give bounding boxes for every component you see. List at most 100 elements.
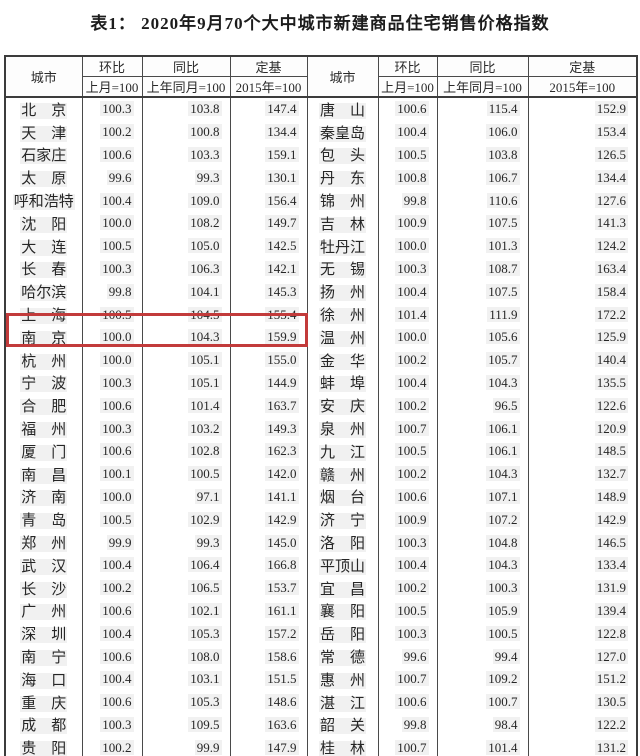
- left-yoy-cell: 103.8: [141, 97, 231, 121]
- fixed-value: 166.8: [265, 557, 299, 573]
- left-mom-cell: 99.8: [81, 280, 143, 304]
- fixed-value: 163.6: [265, 716, 299, 732]
- yoy-value: 103.1: [188, 671, 222, 687]
- table-row: 南 昌 100.1 100.5 142.0 赣 州 100.2 104.3 132.7: [4, 462, 638, 486]
- left-mom-cell: 100.0: [81, 211, 143, 235]
- right-mom-cell: 100.7: [377, 736, 438, 756]
- fixed-value: 135.5: [594, 374, 628, 390]
- left-fixed-cell: 161.1: [229, 599, 308, 623]
- yoy-value: 102.1: [188, 602, 222, 618]
- col-header-yoy-right: 同比: [436, 55, 529, 77]
- right-mom-cell: 99.8: [377, 713, 438, 737]
- left-yoy-cell: 108.0: [141, 645, 231, 668]
- mom-value: 100.5: [100, 238, 134, 254]
- fixed-value: 130.1: [265, 169, 299, 185]
- right-mom-cell: 100.8: [377, 166, 438, 190]
- right-mom-cell: 100.2: [377, 348, 438, 372]
- yoy-value: 104.3: [188, 329, 222, 345]
- mom-value: 100.2: [395, 580, 429, 596]
- city-name: 合 肥: [20, 399, 68, 416]
- right-fixed-cell: 131.2: [527, 736, 638, 756]
- left-fixed-cell: 156.4: [229, 189, 308, 212]
- mom-value: 100.5: [100, 306, 134, 322]
- left-yoy-cell: 100.5: [141, 462, 231, 486]
- mom-value: 100.4: [395, 374, 429, 390]
- table-row: 深 圳 100.4 105.3 157.2 岳 阳 100.3 100.5 122.8: [4, 622, 638, 646]
- mom-value: 100.3: [100, 374, 134, 390]
- yoy-value: 111.9: [487, 306, 520, 322]
- right-fixed-cell: 141.3: [527, 211, 638, 235]
- right-city-cell: 洛 阳: [306, 531, 379, 554]
- table-row: 济 南 100.0 97.1 141.1 烟 台 100.6 107.1 148.9: [4, 485, 638, 509]
- fixed-value: 120.9: [594, 420, 628, 436]
- fixed-value: 142.9: [594, 511, 628, 527]
- mom-value: 100.7: [395, 739, 429, 755]
- fixed-value: 145.0: [265, 534, 299, 550]
- right-fixed-cell: 134.4: [527, 166, 638, 190]
- yoy-value: 100.3: [486, 580, 520, 596]
- yoy-value: 105.7: [486, 352, 520, 368]
- right-mom-cell: 100.0: [377, 325, 438, 349]
- left-yoy-cell: 104.3: [141, 325, 231, 349]
- right-city-cell: 湛 江: [306, 690, 379, 714]
- mom-value: 100.0: [100, 352, 134, 368]
- mom-value: 100.2: [100, 580, 134, 596]
- col-subheader-yoy-left: 上年同月=100: [141, 76, 231, 98]
- right-city-cell: 九 江: [306, 439, 379, 463]
- fixed-value: 152.9: [594, 101, 628, 117]
- mom-value: 100.3: [395, 534, 429, 550]
- right-mom-cell: 100.2: [377, 576, 438, 600]
- table-row: 武 汉 100.4 106.4 166.8 平顶山 100.4 104.3 133.4: [4, 553, 638, 577]
- mom-value: 99.9: [106, 534, 134, 550]
- left-mom-cell: 100.6: [81, 394, 143, 418]
- left-yoy-cell: 102.9: [141, 508, 231, 532]
- city-name: 温 州: [318, 330, 366, 347]
- fixed-value: 149.3: [265, 420, 299, 436]
- table-header: 城市 环比 同比 定基 城市 环比 同比 定基 上月=100 上年同月=100 …: [4, 55, 638, 98]
- right-city-cell: 牡丹江: [306, 234, 379, 258]
- mom-value: 100.2: [395, 466, 429, 482]
- right-yoy-cell: 108.7: [436, 257, 529, 281]
- fixed-value: 148.9: [594, 488, 628, 504]
- fixed-value: 146.5: [594, 534, 628, 550]
- right-mom-cell: 100.4: [377, 280, 438, 304]
- fixed-value: 163.7: [265, 397, 299, 413]
- table-row: 重 庆 100.6 105.3 148.6 湛 江 100.6 100.7 130.5: [4, 690, 638, 714]
- right-city-cell: 韶 关: [306, 713, 379, 737]
- mom-value: 100.6: [100, 443, 134, 459]
- fixed-value: 126.5: [594, 146, 628, 162]
- left-mom-cell: 100.4: [81, 622, 143, 646]
- yoy-value: 99.3: [194, 169, 222, 185]
- right-yoy-cell: 109.2: [436, 667, 529, 691]
- mom-value: 100.9: [395, 215, 429, 231]
- city-name: 石家庄: [20, 148, 68, 165]
- left-mom-cell: 100.6: [81, 645, 143, 668]
- table-row: 海 口 100.4 103.1 151.5 惠 州 100.7 109.2 151.2: [4, 667, 638, 691]
- right-city-cell: 泉 州: [306, 417, 379, 440]
- left-city-cell: 济 南: [4, 485, 83, 509]
- right-yoy-cell: 101.4: [436, 736, 529, 756]
- mom-value: 99.6: [401, 648, 429, 664]
- right-city-cell: 包 头: [306, 143, 379, 167]
- left-fixed-cell: 149.7: [229, 211, 308, 235]
- fixed-value: 131.2: [594, 739, 628, 755]
- city-name: 郑 州: [20, 536, 68, 553]
- right-mom-cell: 100.6: [377, 485, 438, 509]
- right-yoy-cell: 115.4: [436, 97, 529, 121]
- city-name: 包 头: [318, 148, 366, 165]
- city-name: 贵 阳: [20, 741, 68, 756]
- fixed-value: 147.4: [265, 101, 299, 117]
- left-fixed-cell: 142.1: [229, 257, 308, 281]
- yoy-value: 105.6: [486, 329, 520, 345]
- table-row: 北 京 100.3 103.8 147.4 唐 山 100.6 115.4 152.9: [4, 97, 638, 121]
- col-subheader-fixed-left: 2015年=100: [229, 76, 308, 98]
- right-city-cell: 蚌 埠: [306, 371, 379, 395]
- yoy-value: 115.4: [486, 101, 520, 117]
- city-name: 金 华: [318, 353, 366, 370]
- yoy-value: 99.9: [194, 739, 222, 755]
- left-mom-cell: 100.6: [81, 690, 143, 714]
- fixed-value: 155.0: [265, 352, 299, 368]
- right-yoy-cell: 100.7: [436, 690, 529, 714]
- yoy-value: 100.5: [188, 466, 222, 482]
- yoy-value: 104.8: [486, 534, 520, 550]
